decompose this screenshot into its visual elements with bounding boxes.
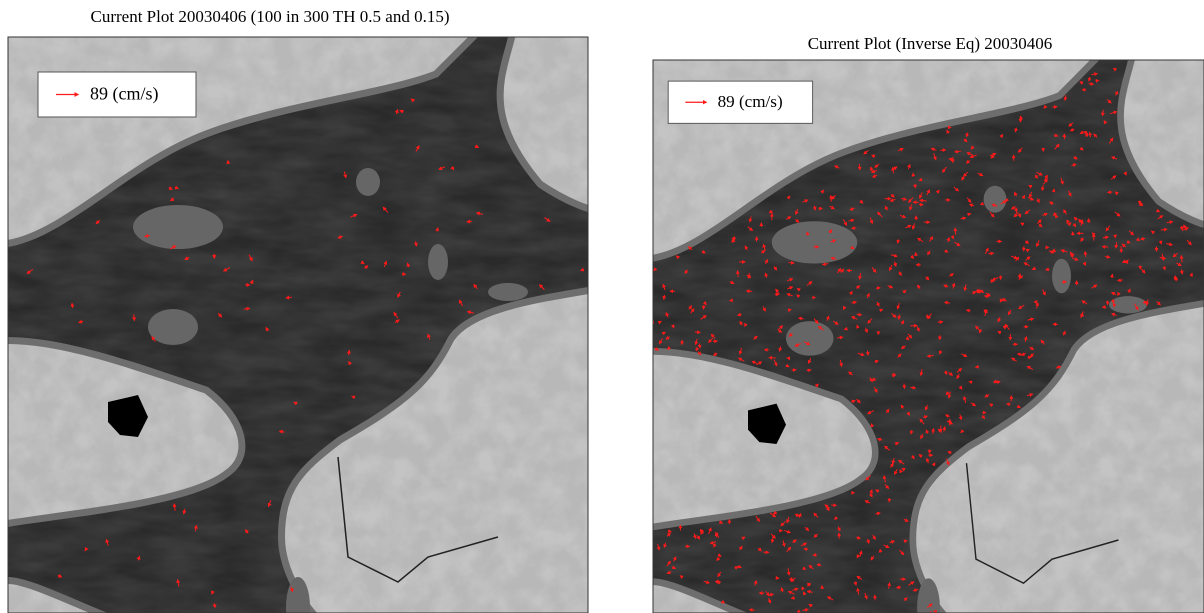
current-vector [1028,357,1032,358]
current-vector [649,316,654,319]
current-vector [967,310,971,311]
current-vector [1089,84,1094,85]
current-vector [145,236,150,237]
current-vector [1053,189,1054,192]
current-vector [664,295,665,299]
current-vector [1018,354,1022,355]
panel-title: Current Plot (Inverse Eq) 20030406 [808,34,1053,53]
current-vector [949,159,953,160]
current-vector [699,344,700,348]
current-vector [750,610,755,611]
current-vector [214,603,215,607]
current-vector [994,381,997,382]
current-vector [792,370,796,371]
sandbank [786,321,834,356]
current-vector [867,351,868,355]
current-vector [1046,269,1050,270]
sandbank [148,309,198,345]
current-vector [822,586,823,589]
sandbank [1052,259,1071,294]
current-vector [904,384,905,389]
current-vector [72,304,73,308]
sandbank [488,283,528,301]
current-vector [857,314,862,315]
sandbank [428,244,448,280]
current-vector [878,331,879,334]
current-vector [929,450,930,453]
sandbank [356,168,380,196]
current-vector [933,429,934,434]
current-vector [852,228,856,229]
panel-title: Current Plot 20030406 (100 in 300 TH 0.5… [90,7,449,26]
current-vector [730,300,733,301]
current-vector [775,578,778,579]
image-panel: 89 (cm/s) [649,60,1204,613]
current-vector [792,598,795,599]
sandbank [1109,296,1147,313]
current-vector [1118,280,1123,281]
current-vector [1182,226,1183,230]
legend-label: 89 (cm/s) [90,84,158,105]
legend-label: 89 (cm/s) [718,92,783,111]
current-vector [938,322,943,323]
current-vector [940,150,945,151]
current-vector [1085,252,1086,257]
current-vector [818,208,822,209]
current-vector [228,161,229,164]
sandbank [772,221,858,263]
current-vector [859,164,860,170]
current-vector [1116,242,1117,248]
current-vector [467,221,472,222]
current-vector [1112,274,1113,278]
current-vector [844,329,847,330]
sandbank [984,186,1007,213]
image-panel: 89 (cm/s) [8,37,588,613]
current-vector [934,611,937,612]
figure: Current Plot 20030406 (100 in 300 TH 0.5… [0,0,1204,613]
current-vector [899,314,900,319]
sandbank [133,205,223,249]
current-vector [813,555,817,556]
current-vector [1062,282,1066,283]
